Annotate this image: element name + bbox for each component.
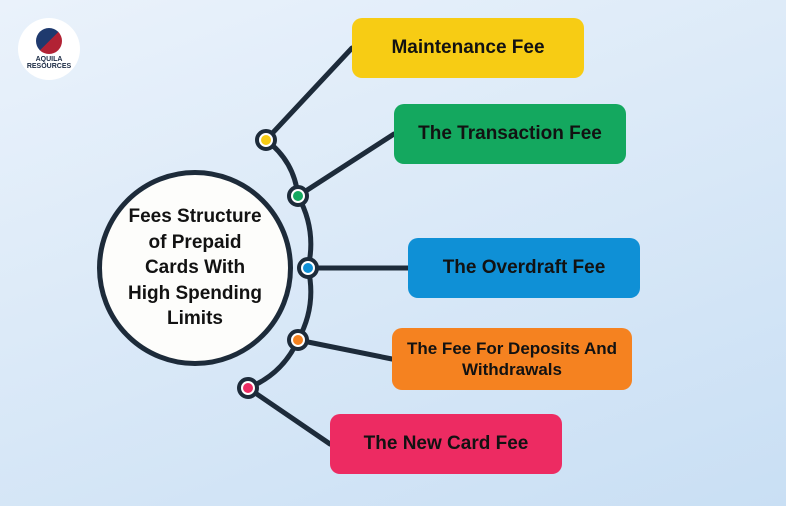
- dot-inner-overdraft: [303, 263, 313, 273]
- node-maintenance: Maintenance Fee: [352, 18, 584, 78]
- node-deposits: The Fee For Deposits And Withdrawals: [392, 328, 632, 390]
- dot-inner-transaction: [293, 191, 303, 201]
- brand-logo: AQUILA RESOURCES: [18, 18, 80, 80]
- node-label-overdraft: The Overdraft Fee: [443, 256, 606, 280]
- center-topic: Fees Structure of Prepaid Cards With Hig…: [97, 170, 293, 366]
- node-label-maintenance: Maintenance Fee: [391, 36, 544, 60]
- dot-inner-deposits: [293, 335, 303, 345]
- node-label-deposits: The Fee For Deposits And Withdrawals: [406, 338, 618, 381]
- dot-inner-newcard: [243, 383, 253, 393]
- logo-flag-icon: [36, 28, 62, 54]
- node-transaction: The Transaction Fee: [394, 104, 626, 164]
- logo-text-top: AQUILA: [36, 56, 63, 63]
- logo-text-bottom: RESOURCES: [27, 63, 71, 70]
- node-label-newcard: The New Card Fee: [364, 432, 529, 456]
- diagram-canvas: AQUILA RESOURCES Fees Structure of Prepa…: [0, 0, 786, 506]
- dot-inner-maintenance: [261, 135, 271, 145]
- center-topic-label: Fees Structure of Prepaid Cards With Hig…: [122, 204, 268, 332]
- node-overdraft: The Overdraft Fee: [408, 238, 640, 298]
- node-newcard: The New Card Fee: [330, 414, 562, 474]
- node-label-transaction: The Transaction Fee: [418, 122, 602, 146]
